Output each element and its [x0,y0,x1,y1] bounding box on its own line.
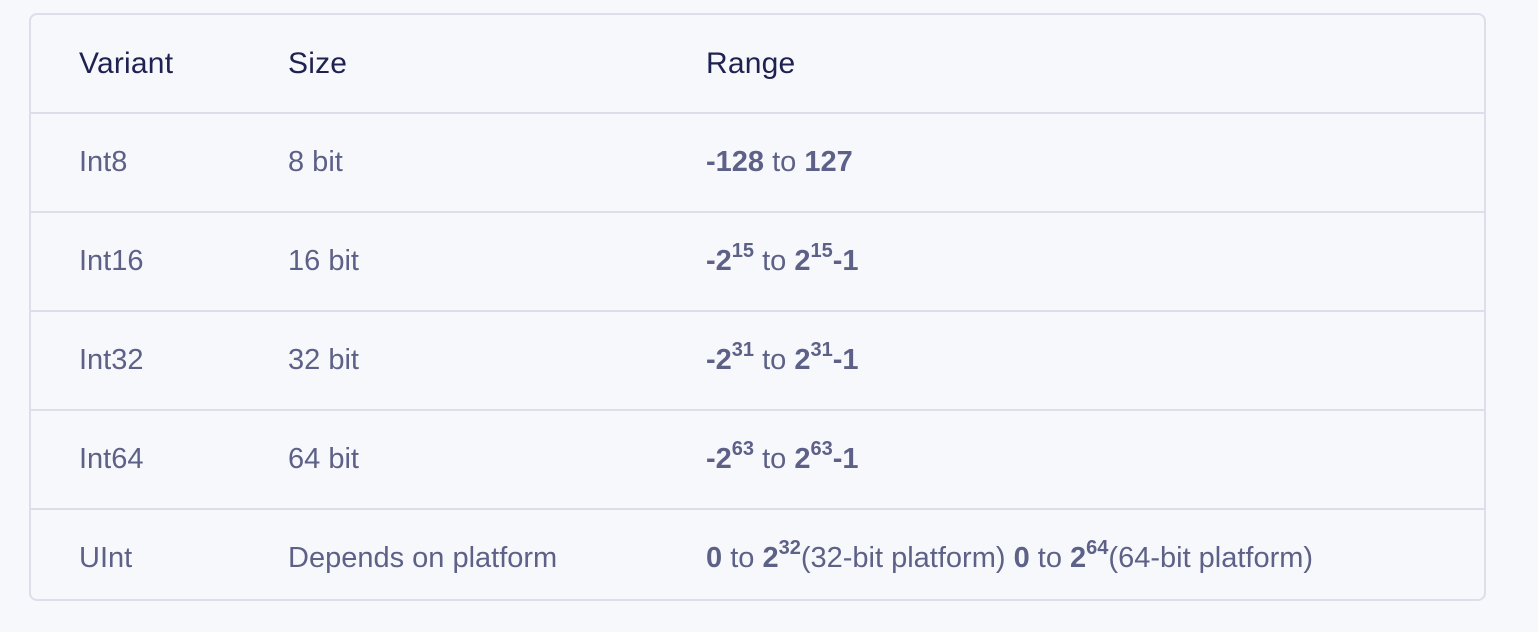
range-to: to [1037,542,1062,574]
variant-cell: Int32 [31,310,239,410]
range-max-suffix: -1 [832,443,859,475]
range-max-base: 2 [794,344,811,376]
integer-variants-table: Variant Size Range Int8 8 bit -128 to 12… [29,13,1486,601]
table-row: Int8 8 bit -128 to 127 [31,112,1484,212]
range-min-base: -2 [706,443,732,475]
variant-cell: Int16 [31,211,239,311]
range-max-exponent: 31 [810,339,833,362]
range-cell: -231 to 231-1 [658,310,1484,410]
range-min-exponent: 63 [731,438,755,461]
size-cell: 64 bit [239,409,658,509]
variant-cell: UInt [31,508,239,599]
range-note: (64-bit platform) [1108,542,1314,574]
variant-cell: Int64 [31,409,239,509]
table: Variant Size Range Int8 8 bit -128 to 12… [31,15,1484,599]
table-row: Int64 64 bit -263 to 263-1 [31,409,1484,509]
size-cell: 32 bit [239,310,658,410]
size-cell: 8 bit [239,112,658,212]
range-max-exponent: 15 [810,240,833,263]
range-min-base: -2 [706,245,732,277]
range-to: to [762,344,787,376]
range-to: to [762,443,787,475]
range-max-exponent: 64 [1086,537,1109,560]
range-min: 0 [706,542,723,574]
table-row: UInt Depends on platform 0 to 232(32-bit… [31,508,1484,599]
range-to: to [772,146,797,178]
size-cell: 16 bit [239,211,658,311]
range-max-suffix: -1 [832,344,859,376]
header-variant: Variant [79,46,174,80]
range-note: (32-bit platform) [800,542,1006,574]
range-to: to [762,245,787,277]
range-min-exponent: 15 [731,240,755,263]
range-max-suffix: -1 [832,245,859,277]
range-min-base: -2 [706,344,732,376]
range-cell: -128 to 127 [658,112,1484,212]
range-cell: 0 to 232(32-bit platform) 0 to 264(64-bi… [658,508,1484,599]
variant-cell: Int8 [31,112,239,212]
range-max-base: 2 [794,443,811,475]
table-header-row: Variant Size Range [31,15,1484,113]
range-min-exponent: 31 [731,339,755,362]
range-max: 127 [804,146,853,178]
size-cell: Depends on platform [239,508,658,599]
range-max-exponent: 32 [778,537,801,560]
range-cell: -215 to 215-1 [658,211,1484,311]
range-max-base: 2 [794,245,811,277]
range-min: -128 [706,146,765,178]
range-min: 0 [1013,542,1030,574]
header-size: Size [288,46,348,80]
range-max-base: 2 [762,542,779,574]
table-row: Int32 32 bit -231 to 231-1 [31,310,1484,410]
range-cell: -263 to 263-1 [658,409,1484,509]
table-row: Int16 16 bit -215 to 215-1 [31,211,1484,311]
range-max-exponent: 63 [810,438,833,461]
range-to: to [730,542,755,574]
header-range: Range [706,46,796,80]
range-max-base: 2 [1070,542,1087,574]
